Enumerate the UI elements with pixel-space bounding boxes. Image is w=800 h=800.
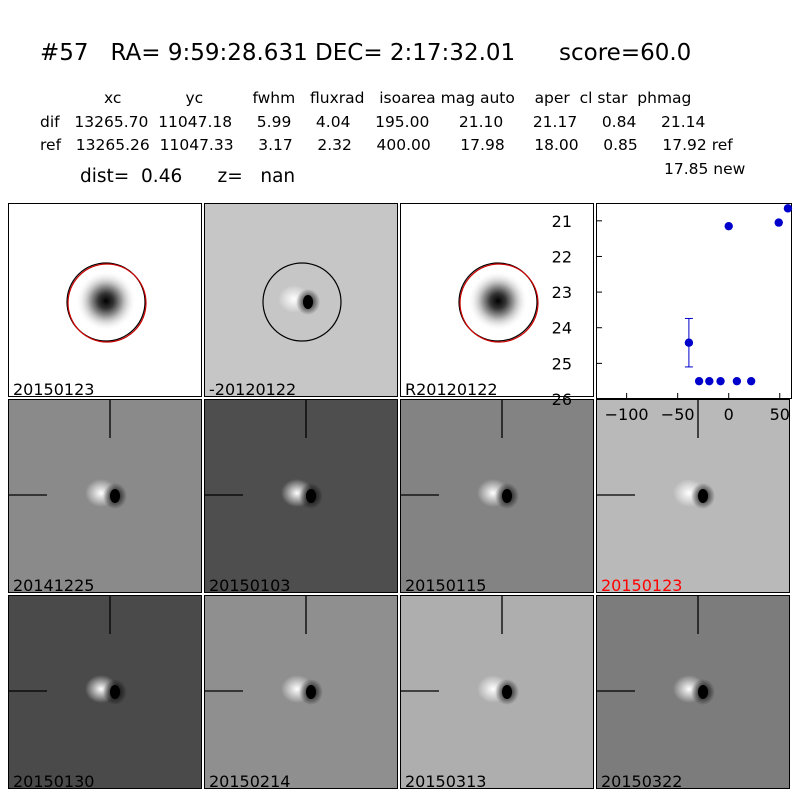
stamp-date-label: 20150103 [209, 576, 291, 593]
light-curve-plot: 21 22 23 24 25 26 −100 −50 0 50 [552, 203, 793, 424]
stamp-image [401, 204, 593, 396]
y-tick-label: 23 [552, 283, 572, 302]
dif-row: dif 13265.70 11047.18 5.99 4.04 195.00 2… [40, 113, 706, 131]
x-tick-label: −100 [605, 405, 649, 424]
stamp-image [597, 596, 789, 788]
stamp-image [9, 596, 201, 788]
stamp-image [9, 400, 201, 592]
y-tick-label: 26 [552, 390, 572, 409]
data-point [774, 218, 783, 227]
data-point [783, 204, 793, 213]
image-stamp-5: 20150115 [400, 399, 594, 593]
y-tick-label: 22 [552, 247, 572, 266]
data-point [716, 376, 725, 386]
stamp-image [597, 400, 789, 592]
stamp-date-label: 20150313 [405, 772, 487, 789]
image-stamp-10: 20150322 [596, 595, 790, 789]
stamp-image [205, 400, 397, 592]
page-title: #57 RA= 9:59:28.631 DEC= 2:17:32.01 scor… [40, 40, 692, 66]
stamp-image [401, 400, 593, 592]
image-stamp-6: 20150123 [596, 399, 790, 593]
stamp-date-label: 20150123 [13, 380, 95, 397]
data-point [684, 338, 694, 347]
plot-frame [596, 203, 792, 399]
stamp-image [205, 204, 397, 396]
image-stamp-2: R20120122 [400, 203, 594, 397]
x-tick-label: −50 [661, 405, 695, 424]
stamp-date-label: 20150115 [405, 576, 487, 593]
column-headers: xc yc fwhm fluxrad isoarea mag auto aper… [104, 89, 692, 107]
image-stamp-7: 20150130 [8, 595, 202, 789]
stamp-date-label: -20120122 [209, 380, 297, 397]
y-tick-label: 24 [552, 319, 572, 338]
stamp-image [401, 596, 593, 788]
image-stamp-1: -20120122 [204, 203, 398, 397]
data-point [694, 376, 704, 386]
stamp-date-label: 20150214 [209, 772, 291, 789]
ref-row: ref 13265.26 11047.33 3.17 2.32 400.00 1… [40, 136, 733, 154]
image-stamp-8: 20150214 [204, 595, 398, 789]
y-tick-label: 25 [552, 354, 572, 373]
image-stamp-9: 20150313 [400, 595, 594, 789]
x-tick-label: 0 [724, 405, 734, 424]
data-point [732, 376, 742, 386]
new-mag-value: 17.85 new [664, 160, 746, 178]
image-stamp-4: 20150103 [204, 399, 398, 593]
dist-z-line: dist= 0.46 z= nan [80, 166, 296, 187]
stamp-date-label: 20150123 [601, 576, 683, 593]
x-tick-label: 50 [770, 405, 790, 424]
stamp-date-label: R20120122 [405, 380, 498, 397]
stamp-date-label: 20150322 [601, 772, 683, 789]
data-point [724, 221, 733, 231]
image-stamp-3: 20141225 [8, 399, 202, 593]
data-point [746, 376, 756, 386]
y-tick-label: 21 [552, 212, 572, 231]
stamp-date-label: 20141225 [13, 576, 95, 593]
stamp-date-label: 20150130 [13, 772, 95, 789]
stamp-image [9, 204, 201, 396]
data-point [705, 376, 714, 386]
image-stamp-0: 20150123 [8, 203, 202, 397]
stamp-image [205, 596, 397, 788]
